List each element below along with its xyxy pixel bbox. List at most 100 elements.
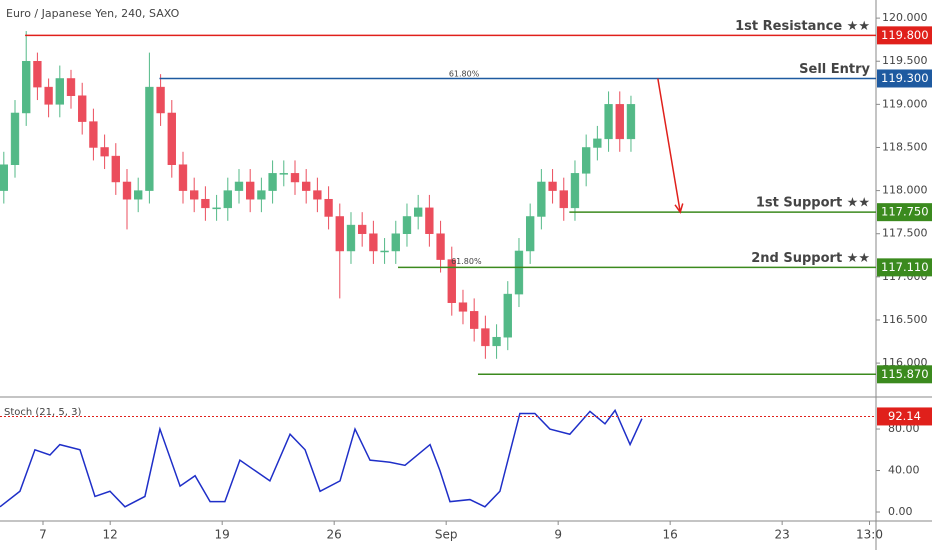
level-value: 117.750 [881, 205, 929, 219]
candle-body [167, 112, 176, 165]
candle-body [492, 336, 501, 347]
candle-body [525, 216, 535, 252]
level-value: 119.300 [881, 71, 929, 85]
candle-body [470, 311, 479, 329]
candle-body [503, 293, 512, 338]
level-name: Sell Entry [799, 62, 870, 77]
candle-body [100, 147, 109, 157]
x-tick-label: 12 [103, 528, 118, 542]
candle-body [481, 328, 490, 347]
candle-body [615, 104, 624, 140]
candle-body [44, 86, 53, 105]
candle-body [223, 190, 232, 209]
candle-body [290, 173, 300, 183]
x-tick-label: 9 [554, 528, 562, 542]
y-tick-label: 116.500 [882, 313, 928, 326]
candle-body [581, 147, 591, 174]
candle-body [425, 207, 434, 234]
stoch-tick-label: 40.00 [888, 464, 920, 477]
candle-body [122, 181, 132, 200]
candle-body [89, 121, 98, 148]
candle-body [324, 198, 333, 217]
level-value: 117.110 [881, 260, 929, 274]
level-box [877, 258, 932, 277]
candle-body [190, 190, 199, 200]
candle-body [402, 216, 412, 234]
candle-body [514, 250, 524, 295]
candle-body [212, 207, 221, 210]
stoch-marker-label: 92.14 [888, 409, 921, 423]
x-tick-label: Sep [435, 528, 458, 542]
fib-label: 61.80% [451, 257, 482, 266]
candle-body [178, 164, 188, 191]
candle-body [369, 233, 378, 252]
candle-body [436, 233, 445, 260]
candle-body [78, 95, 87, 122]
stoch-marker-box [877, 407, 932, 426]
x-tick-label: 19 [215, 528, 230, 542]
candle-body [414, 207, 423, 217]
candle-body [447, 259, 456, 303]
level-box [877, 203, 932, 222]
x-tick-label: 7 [39, 528, 47, 542]
candle-body [257, 190, 266, 200]
stoch-label: Stoch (21, 5, 3) [4, 407, 81, 418]
candle-body [22, 60, 31, 114]
level-name: 1st Support ★★ [756, 196, 870, 211]
candle-body [391, 233, 400, 252]
candle-body [156, 86, 165, 114]
y-tick-label: 120.000 [882, 11, 928, 24]
candle-body [626, 104, 636, 140]
candle-body [145, 86, 154, 191]
candle-body [10, 112, 20, 165]
y-tick-label: 118.000 [882, 184, 928, 197]
candle-body [593, 138, 602, 148]
candle-body [0, 164, 8, 191]
level-box [877, 69, 932, 88]
candle-body [548, 181, 557, 191]
y-tick-label: 119.500 [882, 54, 928, 67]
y-tick-label: 117.500 [882, 227, 928, 240]
candle-body [33, 60, 42, 88]
x-tick-label: 26 [327, 528, 342, 542]
candle-body [279, 173, 288, 175]
level-box [877, 26, 932, 45]
candle-body [380, 250, 389, 253]
candle-body [537, 181, 546, 217]
candle-body [55, 78, 64, 105]
level-value: 119.800 [881, 28, 929, 42]
arrow-shaft [657, 78, 681, 213]
x-tick-label: 16 [663, 528, 678, 542]
candle-body [358, 224, 367, 234]
candle-body [604, 104, 613, 140]
x-tick-label: 23 [775, 528, 790, 542]
stoch-tick-label: 0.00 [888, 505, 913, 518]
candle-body [111, 155, 120, 183]
x-tick-label: 13:0 [856, 528, 883, 542]
candle-body [134, 190, 143, 200]
level-name: 1st Resistance ★★ [735, 19, 870, 34]
candle-body [313, 190, 322, 200]
y-tick-label: 118.500 [882, 140, 928, 153]
chart-title: Euro / Japanese Yen, 240, SAXO [6, 7, 180, 20]
candle-body [66, 78, 76, 96]
candle-body [302, 181, 311, 191]
level-value: 115.870 [881, 367, 929, 381]
level-box [877, 365, 932, 384]
candle-body [559, 190, 568, 209]
arrow-head [674, 203, 684, 214]
candle-body [570, 173, 580, 209]
candle-body [458, 302, 468, 312]
fib-label: 61.80% [449, 70, 480, 79]
candle-body [201, 198, 210, 209]
candle-body [234, 181, 244, 191]
y-tick-label: 119.000 [882, 97, 928, 110]
candle-body [346, 224, 356, 252]
level-name: 2nd Support ★★ [751, 251, 870, 266]
candle-body [335, 216, 344, 252]
stoch-line [0, 408, 643, 508]
candle-body [246, 181, 255, 200]
candle-body [268, 173, 277, 191]
